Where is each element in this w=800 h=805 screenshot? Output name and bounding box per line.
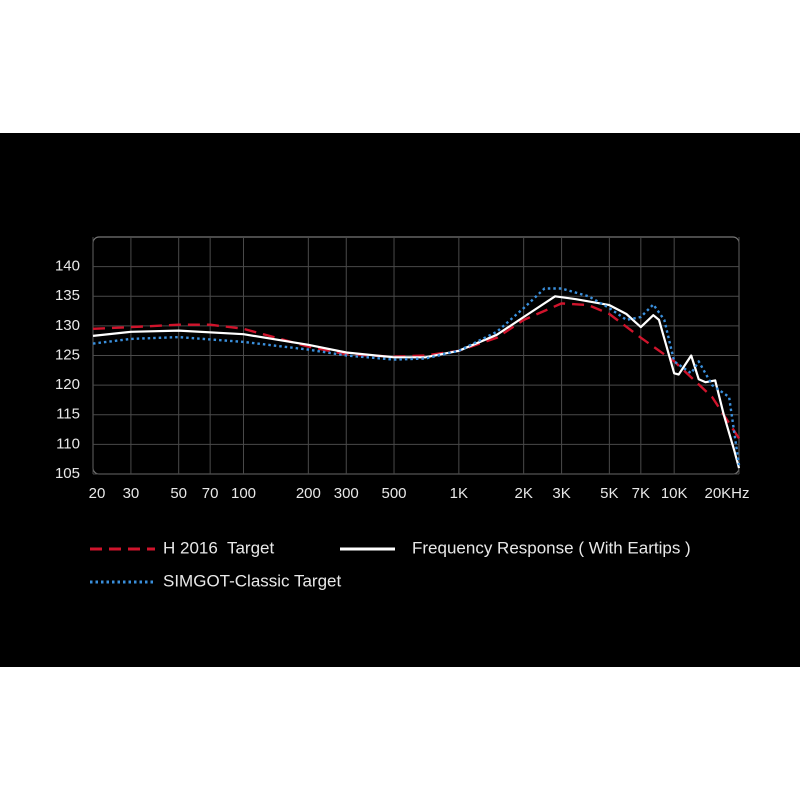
x-tick-label: 300	[334, 485, 359, 502]
y-tick-label: 130	[55, 317, 80, 334]
x-tick-label: 100	[231, 485, 256, 502]
y-tick-label: 120	[55, 376, 80, 393]
x-tick-label: 10K	[661, 485, 688, 502]
x-tick-label: 30	[123, 485, 140, 502]
x-tick-label: 3K	[552, 485, 570, 502]
series-line	[92, 295, 741, 469]
y-tick-label: 105	[55, 465, 80, 482]
y-tick-label: 110	[56, 435, 80, 452]
legend-label: H 2016 Target	[163, 538, 274, 557]
background	[0, 133, 800, 667]
x-tick-label: 2K	[514, 485, 532, 502]
y-tick-label: 135	[55, 287, 80, 304]
legend-label: Frequency Response ( With Eartips )	[412, 538, 691, 557]
x-tick-label: 1K	[450, 485, 468, 502]
x-tick-label: 7K	[632, 485, 650, 502]
y-tick-label: 125	[55, 346, 80, 363]
x-tick-label: 20KHz	[704, 485, 749, 502]
x-tick-label: 200	[296, 485, 321, 502]
x-tick-label: 20	[89, 485, 106, 502]
y-tick-label: 115	[56, 406, 80, 423]
legend-label: SIMGOT-Classic Target	[163, 571, 342, 590]
y-tick-label: 140	[55, 258, 80, 275]
x-tick-label: 70	[202, 485, 219, 502]
x-tick-label: 50	[170, 485, 187, 502]
x-tick-label: 5K	[600, 485, 618, 502]
series-line	[92, 287, 741, 466]
x-tick-label: 500	[382, 485, 407, 502]
